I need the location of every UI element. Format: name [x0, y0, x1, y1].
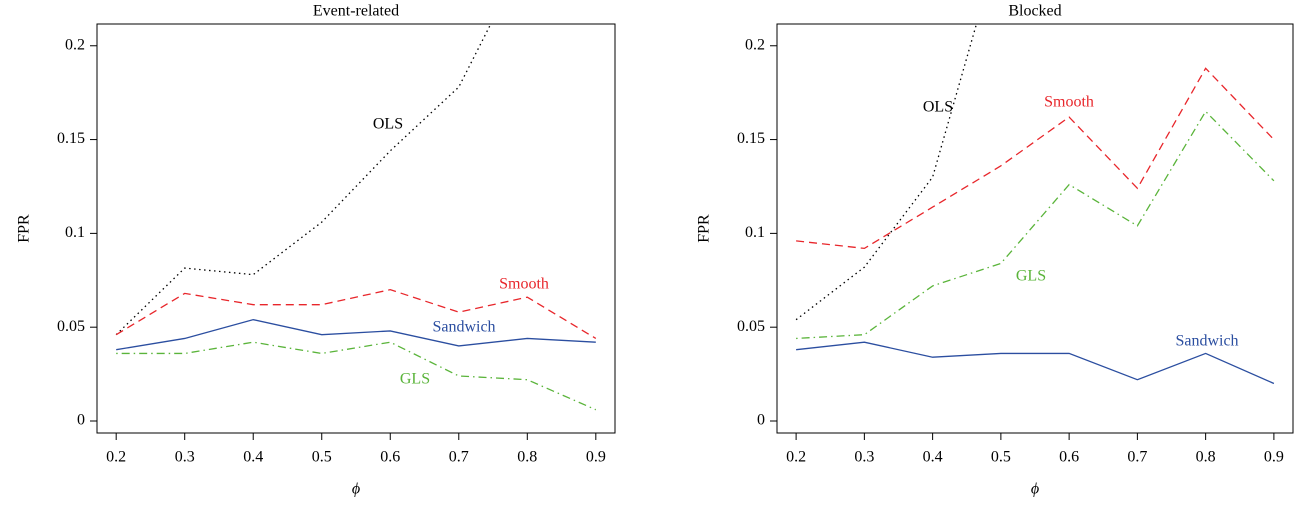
plot-frame	[776, 23, 1294, 434]
y-axis-label: FPR	[696, 214, 713, 243]
x-tick-label: 0.6	[380, 449, 400, 466]
x-tick-label: 0.2	[106, 449, 126, 466]
y-tick-label: 0.05	[737, 318, 765, 335]
y-tick-label: 0.1	[65, 224, 85, 241]
y-tick-label: 0.15	[57, 130, 85, 147]
series-line	[116, 341, 597, 411]
x-tick-label: 0.5	[312, 449, 332, 466]
y-tick-label: 0	[77, 412, 85, 429]
x-tick-label: 0.9	[586, 449, 606, 466]
x-tick-label: 0.5	[991, 449, 1011, 466]
series-line	[796, 110, 1275, 340]
series-line	[796, 341, 1275, 385]
x-axis-label: ϕ	[1031, 481, 1039, 498]
series-label: GLS	[1016, 268, 1046, 285]
y-tick-label: 0.15	[737, 130, 765, 147]
x-tick-label: 0.3	[854, 449, 874, 466]
y-tick-label: 0.2	[65, 36, 85, 53]
x-tick-label: 0.8	[1196, 449, 1216, 466]
x-tick-label: 0.3	[175, 449, 195, 466]
plot-frame	[96, 23, 616, 434]
y-tick-label: 0.2	[745, 36, 765, 53]
series-line	[115, 288, 597, 339]
x-tick-label: 0.4	[243, 449, 263, 466]
panel: Event-related 0 0.05 0.1 0.15 0.2 0.2 0.3 0.4 0.5…	[16, 3, 616, 498]
panel-title: Event-related	[313, 3, 399, 20]
y-tick-label: 0.05	[57, 318, 85, 335]
series-label: OLS	[923, 99, 953, 116]
x-axis-label: ϕ	[352, 481, 360, 498]
series-label: Sandwich	[432, 319, 495, 336]
x-tick-label: 0.4	[923, 449, 943, 466]
x-tick-label: 0.6	[1059, 449, 1079, 466]
x-tick-label: 0.8	[517, 449, 537, 466]
series-line	[116, 319, 596, 351]
series-label: GLS	[400, 371, 430, 388]
x-tick-label: 0.7	[449, 449, 469, 466]
panel-title: Blocked	[1008, 3, 1061, 20]
y-axis-label: FPR	[16, 214, 33, 243]
series-label: OLS	[373, 116, 403, 133]
series-label: Sandwich	[1175, 333, 1238, 350]
y-tick-label: 0.1	[745, 224, 765, 241]
series-line	[796, 67, 1275, 250]
x-tick-label: 0.7	[1127, 449, 1147, 466]
panel: Blocked 0 0.05 0.1 0.15 0.2 0.2 0.3 0.4 0.5 0.6 0.7…	[696, 3, 1294, 498]
series-line	[115, 24, 492, 336]
series-label: Smooth	[499, 276, 549, 293]
series-label: Smooth	[1044, 94, 1094, 111]
y-tick-label: 0	[757, 412, 765, 429]
x-tick-label: 0.2	[786, 449, 806, 466]
x-tick-label: 0.9	[1264, 449, 1284, 466]
